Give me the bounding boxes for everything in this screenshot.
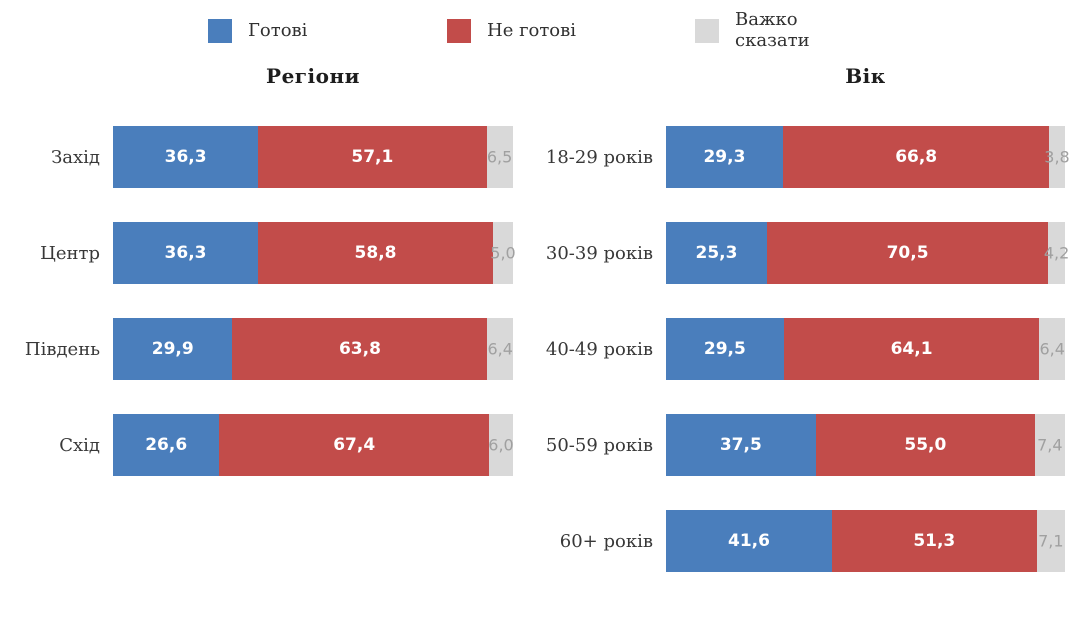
bar-segment-ready: 29,3 bbox=[666, 126, 783, 188]
bar-segment-not-ready: 57,1 bbox=[258, 126, 487, 188]
chart-title: Регіони bbox=[266, 64, 360, 88]
value-label: 58,8 bbox=[354, 243, 397, 263]
bar-row: Південь 29,9 63,8 6,4 bbox=[0, 318, 513, 380]
bar-segment-hard-to-say: 6,0 bbox=[488, 414, 514, 476]
value-label: 41,6 bbox=[728, 531, 770, 551]
bar-row: 18-29 років 29,3 66,8 3,8 bbox=[536, 126, 1070, 188]
bar-segment-ready: 41,6 bbox=[666, 510, 832, 572]
bar-row: 30-39 років 25,3 70,5 4,2 bbox=[536, 222, 1069, 284]
stacked-bar: 37,5 55,0 7,4 bbox=[666, 414, 1065, 476]
value-label: 70,5 bbox=[886, 243, 929, 263]
chart-age: Вік 18-29 років 29,3 66,8 3,8 30-39 років 25,… bbox=[536, 60, 1070, 572]
legend-swatch-red bbox=[447, 19, 471, 43]
value-label: 29,9 bbox=[151, 339, 194, 359]
value-label: 63,8 bbox=[338, 339, 381, 359]
bar-segment-ready: 37,5 bbox=[666, 414, 816, 476]
stacked-bar: 41,6 51,3 7,1 bbox=[666, 510, 1065, 572]
bar-segment-not-ready: 51,3 bbox=[831, 510, 1037, 572]
category-label: Центр bbox=[40, 242, 100, 264]
bar-segment-not-ready: 64,1 bbox=[783, 318, 1040, 380]
value-label: 29,3 bbox=[703, 147, 746, 167]
legend-label: Готові bbox=[248, 19, 308, 41]
bar-row: Центр 36,3 58,8 5,0 bbox=[0, 222, 516, 284]
stacked-bar: 36,3 57,1 6,5 bbox=[113, 126, 513, 188]
bar-segment-not-ready: 70,5 bbox=[766, 222, 1049, 284]
legend-label: Не готові bbox=[487, 19, 577, 41]
value-label: 29,5 bbox=[703, 339, 746, 359]
category-label: 60+ років bbox=[559, 530, 653, 552]
stacked-bar: 26,6 67,4 6,0 bbox=[113, 414, 514, 476]
bar-segment-hard-to-say: 6,4 bbox=[1039, 318, 1065, 380]
bar-segment-hard-to-say: 7,4 bbox=[1035, 414, 1065, 476]
legend-swatch-gray bbox=[695, 19, 719, 43]
legend-item-ready: Готові bbox=[208, 6, 307, 56]
bar-segment-not-ready: 67,4 bbox=[219, 414, 489, 476]
value-label: 51,3 bbox=[913, 531, 956, 551]
stacked-bar: 29,5 64,1 6,4 bbox=[666, 318, 1065, 380]
bar-segment-ready: 29,9 bbox=[113, 318, 233, 380]
value-label: 6,4 bbox=[1039, 339, 1065, 359]
value-label: 36,3 bbox=[164, 243, 207, 263]
value-label: 66,8 bbox=[895, 147, 938, 167]
category-label: 18-29 років bbox=[545, 146, 653, 168]
category-label: 50-59 років bbox=[545, 434, 653, 456]
value-label: 36,3 bbox=[164, 147, 207, 167]
bar-segment-hard-to-say: 3,8 bbox=[1044, 126, 1070, 188]
legend-swatch-blue bbox=[208, 19, 232, 43]
stacked-bar: 36,3 58,8 5,0 bbox=[113, 222, 516, 284]
bar-segment-ready: 26,6 bbox=[113, 414, 220, 476]
value-label: 3,8 bbox=[1044, 147, 1070, 167]
bar-segment-not-ready: 58,8 bbox=[258, 222, 494, 284]
bar-segment-hard-to-say: 7,1 bbox=[1036, 510, 1065, 572]
legend-item-hard-to-say: Важко сказати bbox=[695, 6, 817, 56]
bar-row: Схід 26,6 67,4 6,0 bbox=[0, 414, 514, 476]
value-label: 26,6 bbox=[145, 435, 188, 455]
value-label: 7,1 bbox=[1038, 531, 1064, 551]
value-label: 6,4 bbox=[487, 339, 513, 359]
value-label: 55,0 bbox=[904, 435, 947, 455]
bar-segment-not-ready: 55,0 bbox=[815, 414, 1036, 476]
bar-segment-hard-to-say: 6,4 bbox=[487, 318, 513, 380]
bar-row: 40-49 років 29,5 64,1 6,4 bbox=[536, 318, 1065, 380]
value-label: 25,3 bbox=[695, 243, 738, 263]
chart-regions: Регіони Захід 36,3 57,1 6,5 Центр 36,3 58,8 5,0… bbox=[0, 60, 516, 476]
value-label: 4,2 bbox=[1043, 243, 1070, 263]
bar-segment-not-ready: 63,8 bbox=[232, 318, 488, 380]
bar-rows: Захід 36,3 57,1 6,5 Центр 36,3 58,8 5,0 Південь 2… bbox=[0, 126, 516, 476]
bar-segment-ready: 29,5 bbox=[666, 318, 784, 380]
category-label: Захід bbox=[51, 146, 100, 168]
category-label: 40-49 років bbox=[545, 338, 653, 360]
category-label: Схід bbox=[59, 434, 100, 456]
bar-segment-hard-to-say: 6,5 bbox=[486, 126, 513, 188]
bar-segment-not-ready: 66,8 bbox=[782, 126, 1050, 188]
legend-label: Важко сказати bbox=[735, 9, 810, 51]
value-label: 67,4 bbox=[333, 435, 376, 455]
category-label: 30-39 років bbox=[545, 242, 653, 264]
bar-row: Захід 36,3 57,1 6,5 bbox=[0, 126, 513, 188]
bar-segment-ready: 25,3 bbox=[666, 222, 767, 284]
bar-segment-ready: 36,3 bbox=[113, 126, 259, 188]
value-label: 37,5 bbox=[719, 435, 762, 455]
bar-rows: 18-29 років 29,3 66,8 3,8 30-39 років 25,3 70,… bbox=[536, 126, 1070, 572]
bar-segment-hard-to-say: 4,2 bbox=[1044, 222, 1069, 284]
value-label: 5,0 bbox=[490, 243, 516, 263]
bar-segment-ready: 36,3 bbox=[113, 222, 259, 284]
category-label: Південь bbox=[24, 338, 100, 360]
value-label: 64,1 bbox=[890, 339, 933, 359]
stacked-bar: 25,3 70,5 4,2 bbox=[666, 222, 1069, 284]
stacked-bar: 29,9 63,8 6,4 bbox=[113, 318, 513, 380]
value-label: 7,4 bbox=[1037, 435, 1063, 455]
value-label: 6,0 bbox=[488, 435, 514, 455]
bar-row: 60+ років 41,6 51,3 7,1 bbox=[536, 510, 1065, 572]
bar-segment-hard-to-say: 5,0 bbox=[490, 222, 516, 284]
value-label: 57,1 bbox=[351, 147, 394, 167]
value-label: 6,5 bbox=[486, 147, 513, 167]
legend-item-not-ready: Не готові bbox=[447, 6, 576, 56]
stacked-bar: 29,3 66,8 3,8 bbox=[666, 126, 1070, 188]
bar-row: 50-59 років 37,5 55,0 7,4 bbox=[536, 414, 1065, 476]
chart-title: Вік bbox=[845, 64, 886, 88]
